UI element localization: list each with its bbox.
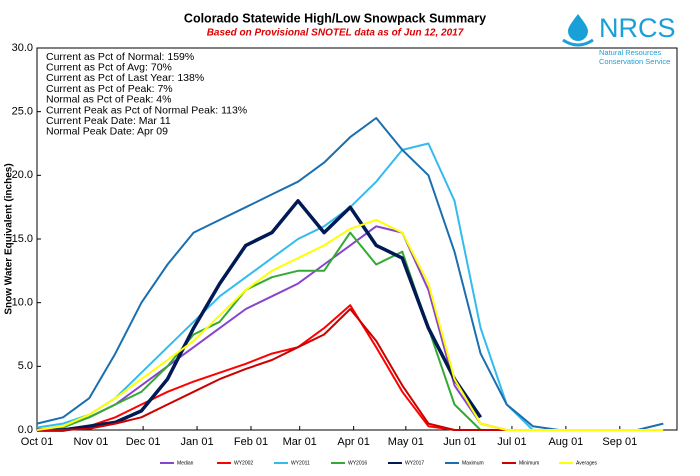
legend-label: Minimum — [519, 460, 539, 466]
y-tick-label: 20.0 — [12, 169, 33, 181]
series-line — [36, 218, 664, 431]
x-tick-label: Apr 01 — [337, 436, 369, 448]
legend-label: Maximum — [462, 460, 484, 466]
logo-line: Natural Resources — [599, 48, 661, 57]
x-tick-label: Jun 01 — [443, 436, 476, 448]
logo-line: Conservation Service — [599, 57, 670, 66]
y-tick-label: 0.0 — [18, 424, 33, 436]
legend-label: WY2011 — [291, 460, 310, 466]
legend-label: WY2016 — [348, 460, 367, 466]
legend-label: WY2002 — [234, 460, 253, 466]
annotation: Normal Peak Date: Apr 09 — [46, 126, 168, 138]
legend-label: WY2017 — [405, 460, 424, 466]
y-tick-label: 25.0 — [12, 106, 33, 118]
y-tick-label: 10.0 — [12, 297, 33, 309]
logo: NRCS Natural Resources Conservation Serv… — [562, 13, 676, 66]
annotation: Current as Pct of Last Year: 138% — [46, 72, 204, 84]
annotation: Current as Pct of Avg: 70% — [46, 61, 172, 73]
logo-wave — [562, 38, 594, 47]
y-tick-label: 15.0 — [12, 233, 33, 245]
x-tick-label: Jul 01 — [497, 436, 526, 448]
logo-name: NRCS — [599, 13, 676, 43]
series-line — [37, 199, 483, 432]
annotation: Normal as Pct of Peak: 4% — [46, 94, 171, 106]
x-tick-label: May 01 — [388, 436, 424, 448]
annotation: Current Peak Date: Mar 11 — [46, 115, 171, 127]
x-tick-label: Nov 01 — [74, 436, 109, 448]
x-tick-label: Jan 01 — [181, 436, 214, 448]
x-tick-label: Sep 01 — [602, 436, 637, 448]
annotation: Current as Pct of Normal: 159% — [46, 51, 194, 63]
annotation: Current Peak as Pct of Normal Peak: 113% — [46, 104, 247, 116]
y-axis-label: Snow Water Equivalent (inches) — [4, 163, 15, 314]
x-tick-label: Dec 01 — [126, 436, 161, 448]
annotation: Current as Pct of Peak: 7% — [46, 83, 173, 95]
x-tick-label: Aug 01 — [548, 436, 583, 448]
legend-label: Median — [177, 460, 194, 466]
chart-title: Colorado Statewide High/Low Snowpack Sum… — [184, 11, 486, 25]
y-tick-label: 5.0 — [18, 360, 33, 372]
legend-label: Averages — [576, 460, 598, 466]
x-tick-label: Oct 01 — [21, 436, 53, 448]
x-tick-label: Feb 01 — [234, 436, 268, 448]
y-tick-label: 30.0 — [12, 42, 33, 54]
logo-drop — [568, 14, 588, 41]
chart-subtitle: Based on Provisional SNOTEL data as of J… — [207, 28, 464, 39]
x-tick-label: Mar 01 — [283, 436, 317, 448]
